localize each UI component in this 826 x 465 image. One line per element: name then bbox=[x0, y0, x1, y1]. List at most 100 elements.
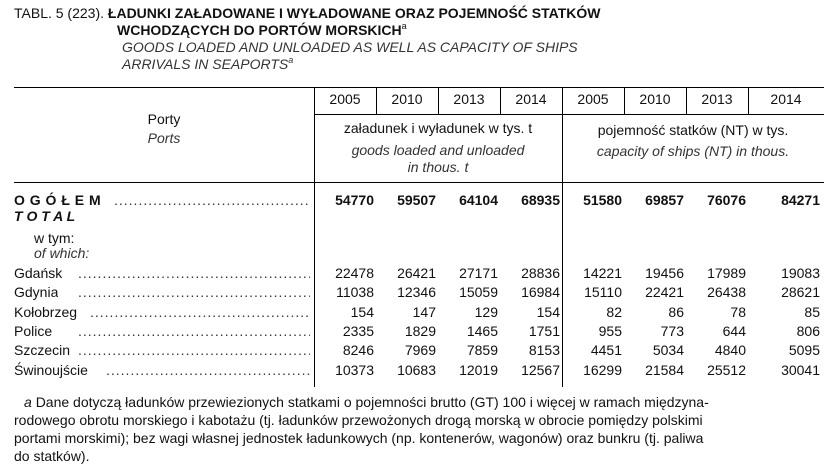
unit-header-cargo-en1: goods loaded and unloaded bbox=[351, 142, 525, 158]
leader-dots: ........................................… bbox=[78, 342, 310, 359]
table-cell: 19083 bbox=[781, 265, 820, 281]
table-cell: 25512 bbox=[707, 361, 746, 378]
table-cell: 19456 bbox=[645, 265, 684, 281]
table-cell: 2335 bbox=[342, 322, 374, 339]
table-cell: 8153 bbox=[528, 342, 560, 359]
table-cell: 26438 bbox=[707, 284, 746, 301]
title-en-text2: ARRIVALS IN SEAPORTS bbox=[122, 56, 289, 72]
table-cell: 21584 bbox=[645, 361, 684, 378]
footnote-text1: Dane dotyczą ładunków przewiezionych sta… bbox=[35, 394, 709, 410]
port-name: Police bbox=[14, 322, 53, 339]
table-cell: 78 bbox=[730, 303, 746, 320]
table-cell: 16299 bbox=[583, 361, 622, 378]
col-divider bbox=[624, 87, 625, 114]
title-en-line1: GOODS LOADED AND UNLOADED AS WELL AS CAP… bbox=[122, 39, 578, 55]
table-cell: 26421 bbox=[397, 265, 436, 281]
footnote-line2: rodowego obrotu morskiego i kabotażu (tj… bbox=[14, 412, 703, 428]
ports-header-pl: Porty bbox=[147, 111, 181, 127]
table-cell: 14221 bbox=[583, 265, 622, 281]
leader-dots: ........................................… bbox=[78, 284, 310, 301]
leader-dots: ........................................… bbox=[90, 303, 310, 320]
leader-dots: ........................................… bbox=[78, 322, 310, 339]
port-name: Gdańsk bbox=[14, 265, 63, 281]
table-cell: 1465 bbox=[466, 322, 498, 339]
ports-header-en: Ports bbox=[147, 130, 181, 146]
table-cell: 22478 bbox=[335, 265, 374, 281]
port-name: Szczecin bbox=[14, 342, 71, 359]
total-value-cell: 51580 bbox=[583, 192, 622, 208]
footnote-line1: a Dane dotyczą ładunków przewiezionych s… bbox=[14, 393, 814, 411]
table-cell: 15059 bbox=[459, 284, 498, 301]
col-divider bbox=[748, 87, 749, 114]
table-top-rule bbox=[14, 87, 824, 88]
col-divider bbox=[438, 87, 439, 114]
table-cell: 154 bbox=[536, 303, 560, 320]
table-cell: 806 bbox=[796, 322, 820, 339]
year-header: 2014 bbox=[515, 91, 547, 107]
table-cell: 12346 bbox=[397, 284, 436, 301]
table-cell: 17989 bbox=[707, 265, 746, 281]
table-cell: 28836 bbox=[521, 265, 560, 281]
title-pl-text1: ŁADUNKI ZAŁADOWANE I WYŁADOWANE ORAZ POJ… bbox=[107, 5, 601, 21]
title-en-footnote-mark: a bbox=[288, 55, 294, 65]
table-cell: 12019 bbox=[459, 361, 498, 378]
of-which-pl: w tym: bbox=[34, 230, 75, 246]
table-cell: 955 bbox=[598, 322, 622, 339]
footnote: a Dane dotyczą ładunków przewiezionych s… bbox=[14, 393, 814, 465]
table-cell: 644 bbox=[722, 322, 746, 339]
total-value-cell: 76076 bbox=[707, 192, 746, 208]
unit-header-cargo-en2: in thous. t bbox=[407, 159, 469, 175]
year-header: 2010 bbox=[639, 91, 671, 107]
table-cell: 7859 bbox=[466, 342, 498, 359]
table-cell: 28621 bbox=[781, 284, 820, 301]
year-row-rule bbox=[314, 114, 824, 115]
table-cell: 773 bbox=[660, 322, 684, 339]
title-pl-line1: TABL. 5 (223). ŁADUNKI ZAŁADOWANE I WYŁA… bbox=[14, 5, 814, 22]
unit-header-capacity-en: capacity of ships (NT) in thous. bbox=[596, 143, 790, 159]
leader-dots: ........................................… bbox=[106, 361, 310, 378]
total-value-cell: 84271 bbox=[781, 192, 820, 208]
total-value-cell: 59507 bbox=[397, 192, 436, 208]
table-title: TABL. 5 (223). ŁADUNKI ZAŁADOWANE I WYŁA… bbox=[14, 5, 814, 73]
col-divider bbox=[686, 87, 687, 114]
col-divider bbox=[376, 87, 377, 114]
table-cell: 12567 bbox=[521, 361, 560, 378]
leader-dots: ........................................… bbox=[114, 192, 309, 208]
total-label-en: T O T A L bbox=[14, 208, 76, 224]
footnote-mark: a bbox=[24, 394, 32, 410]
year-header: 2005 bbox=[329, 91, 361, 107]
data-table: Porty Ports 2005 2010 2013 2014 2005 201… bbox=[14, 87, 824, 387]
table-cell: 10373 bbox=[335, 361, 374, 378]
table-cell: 11038 bbox=[336, 284, 374, 301]
col-divider bbox=[500, 87, 501, 114]
title-en-line2: ARRIVALS IN SEAPORTSa bbox=[14, 56, 814, 73]
year-header: 2013 bbox=[453, 91, 485, 107]
table-cell: 4840 bbox=[714, 342, 746, 359]
total-value-cell: 68935 bbox=[521, 192, 560, 208]
year-header: 2014 bbox=[770, 91, 802, 107]
port-name: Świnoujście bbox=[14, 361, 88, 378]
table-cell: 5034 bbox=[652, 342, 684, 359]
total-value-cell: 69857 bbox=[645, 192, 684, 208]
table-cell: 85 bbox=[804, 303, 820, 320]
unit-header-capacity-pl: pojemność statków (NT) w tys. bbox=[597, 122, 789, 138]
table-cell: 10683 bbox=[397, 361, 436, 378]
year-header: 2005 bbox=[577, 91, 609, 107]
leader-dots: ........................................… bbox=[78, 265, 310, 281]
table-cell: 7969 bbox=[404, 342, 436, 359]
table-cell: 82 bbox=[606, 303, 622, 320]
year-header: 2013 bbox=[701, 91, 733, 107]
table-cell: 1751 bbox=[528, 322, 560, 339]
table-number: TABL. 5 (223). bbox=[14, 5, 105, 21]
unit-header-capacity: pojemność statków (NT) w tys. capacity o… bbox=[562, 122, 824, 160]
table-cell: 16984 bbox=[521, 284, 560, 301]
year-header: 2010 bbox=[391, 91, 423, 107]
title-pl-line2: WCHODZĄCYCH DO PORTÓW MORSKICHa bbox=[14, 22, 814, 39]
unit-header-cargo-pl: załadunek i wyładunek w tys. t bbox=[343, 120, 533, 136]
table-cell: 129 bbox=[474, 303, 498, 320]
footnote-line3: portami morskimi); bez wagi własnej jedn… bbox=[14, 430, 704, 446]
table-cell: 4451 bbox=[590, 342, 622, 359]
title-pl-text2: WCHODZĄCYCH DO PORTÓW MORSKICH bbox=[117, 22, 402, 38]
table-cell: 147 bbox=[412, 303, 436, 320]
table-cell: 30041 bbox=[781, 361, 820, 378]
